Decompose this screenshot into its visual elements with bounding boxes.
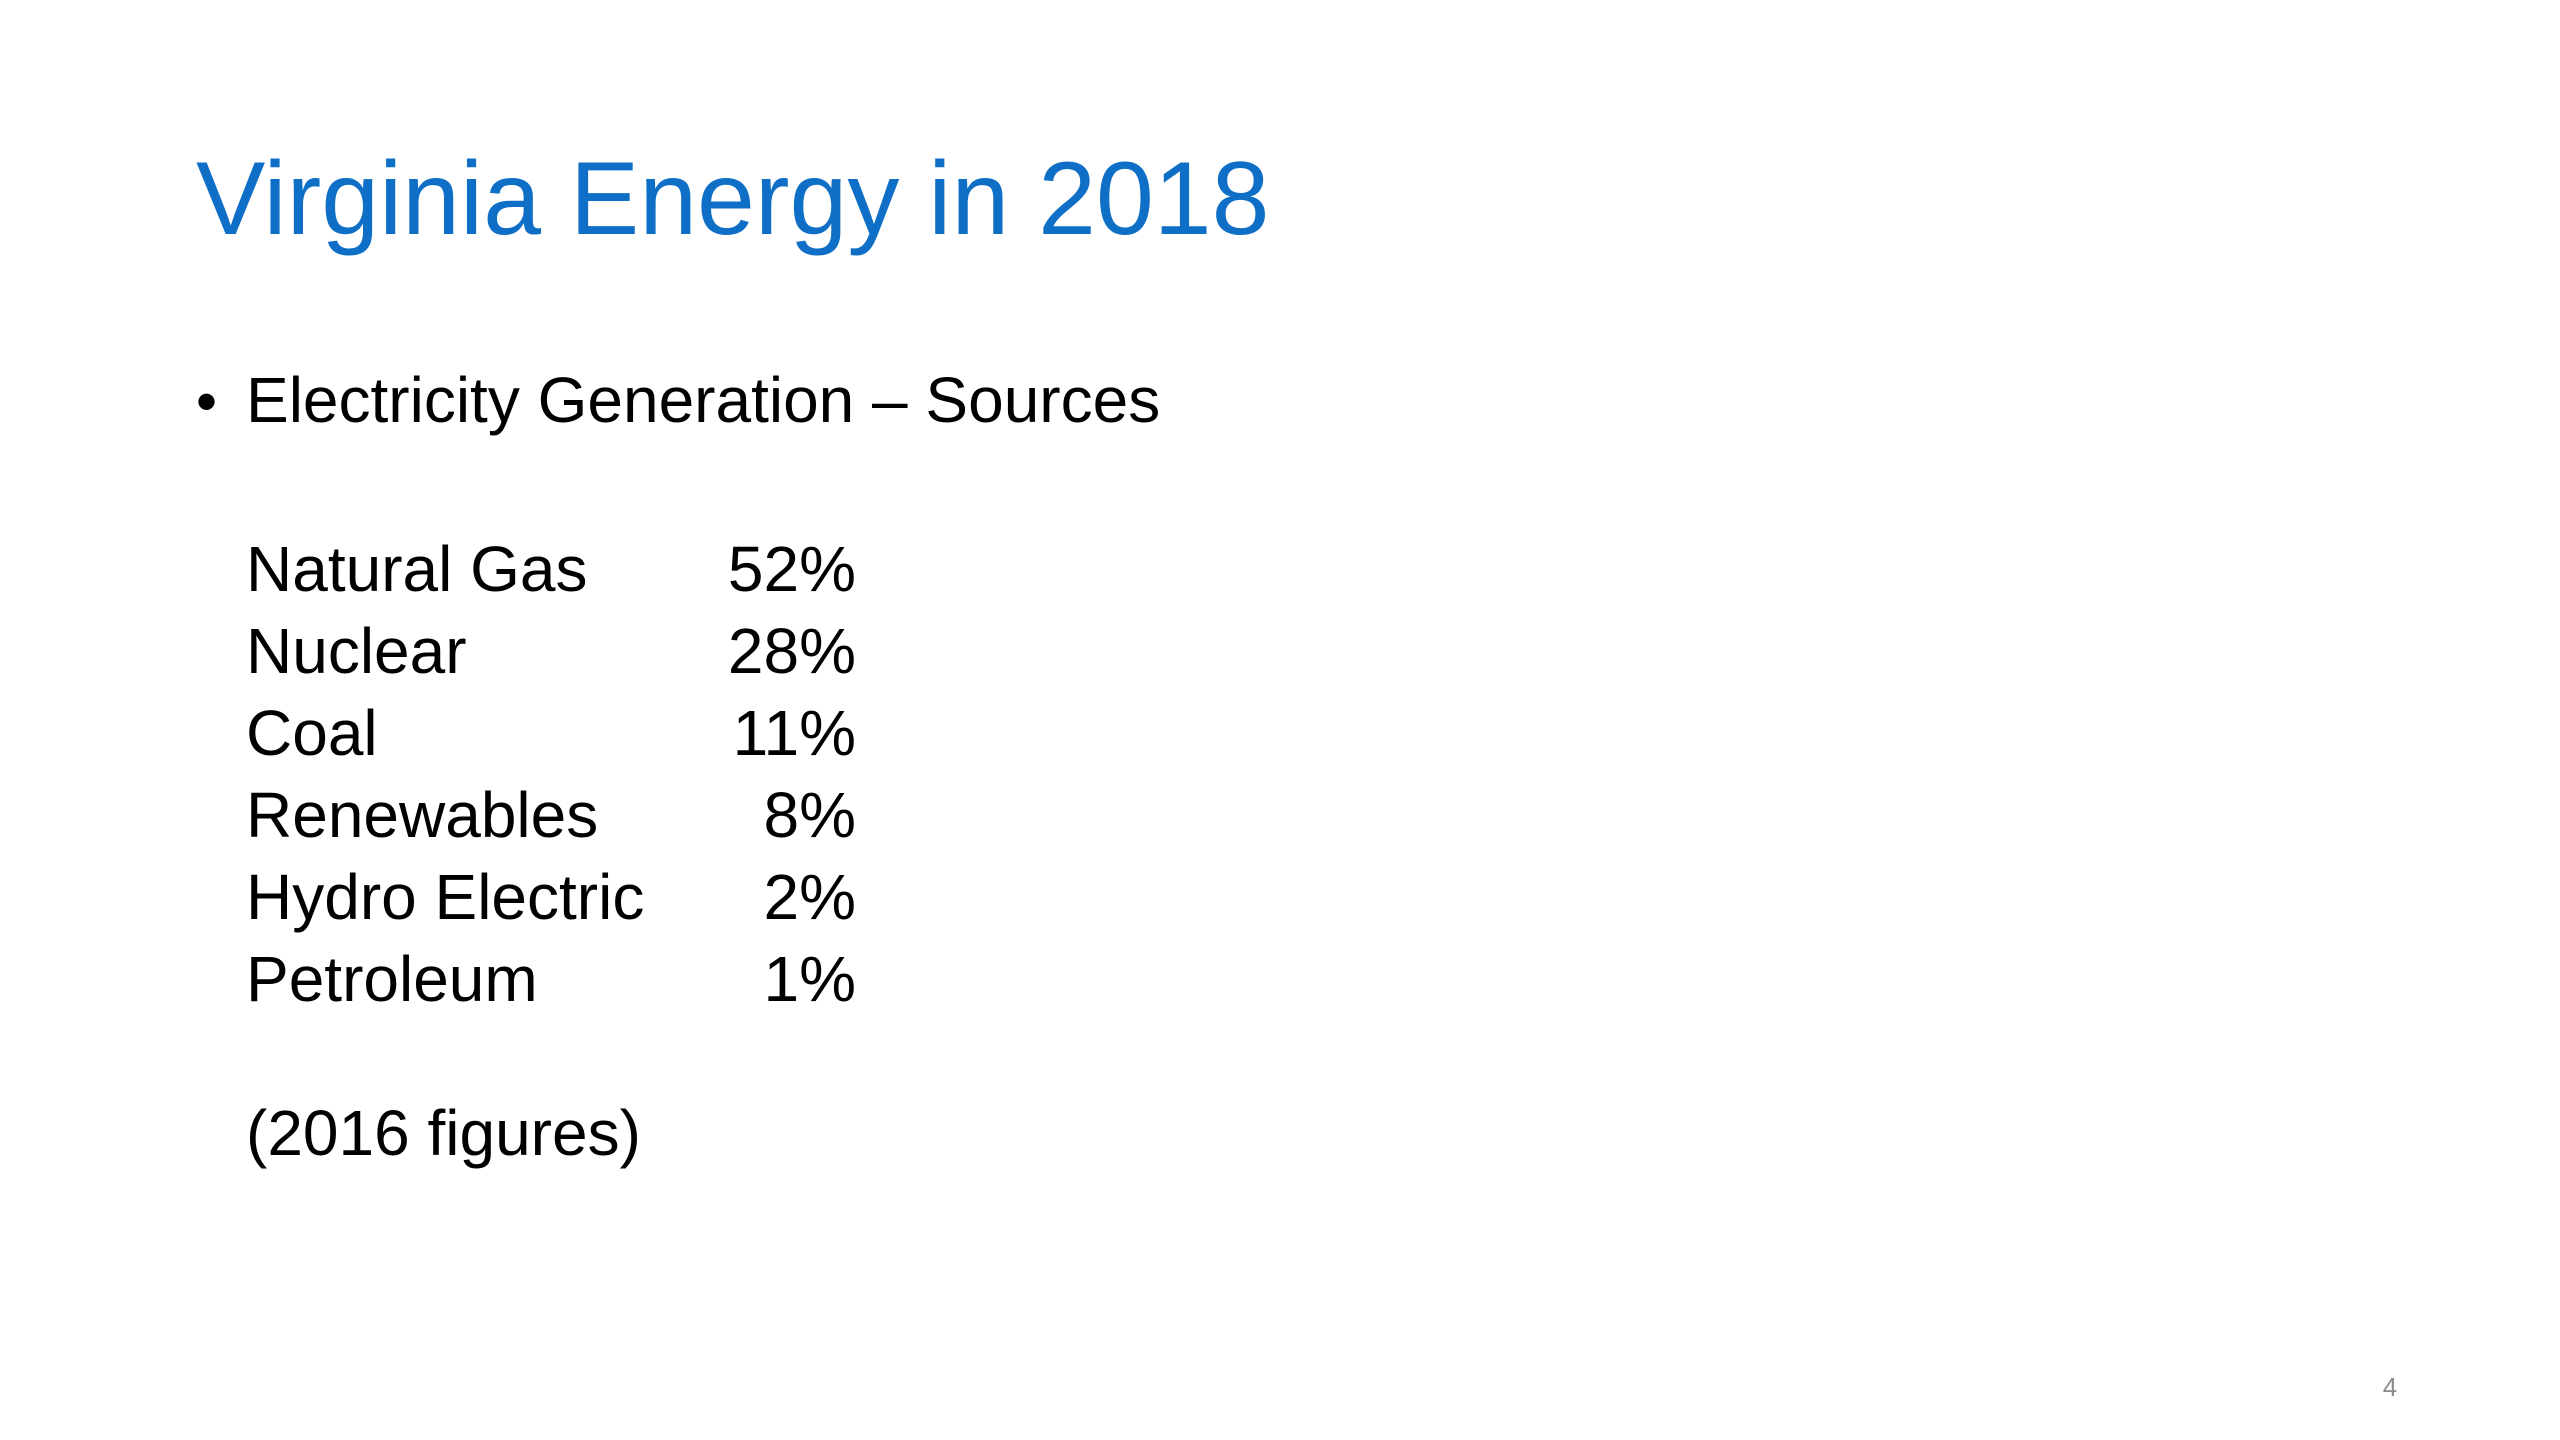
table-row: Renewables 8% (246, 774, 856, 856)
table-row: Natural Gas 52% (246, 528, 856, 610)
source-label: Petroleum (246, 943, 538, 1015)
source-value: 11% (732, 697, 856, 769)
page-number: 4 (2382, 1372, 2398, 1402)
table-row: Coal 11% (246, 692, 856, 774)
source-label: Nuclear (246, 615, 467, 687)
table-row: Petroleum 1% (246, 938, 856, 1020)
figures-note: (2016 figures) (246, 1097, 641, 1169)
table-row: Hydro Electric 2% (246, 856, 856, 938)
bullet-text: Electricity Generation – Sources (246, 364, 1161, 436)
source-value: 1% (763, 943, 857, 1015)
source-label: Hydro Electric (246, 861, 645, 933)
source-value: 52% (727, 533, 856, 605)
source-value: 2% (763, 861, 857, 933)
source-label: Natural Gas (246, 533, 588, 605)
source-value: 28% (727, 615, 856, 687)
slide-title: Virginia Energy in 2018 (196, 141, 1270, 257)
bullet-item: • Electricity Generation – Sources (196, 362, 1160, 439)
source-value: 8% (763, 779, 857, 851)
sources-table: Natural Gas 52% Nuclear 28% Coal 11% Ren… (246, 528, 856, 1020)
source-label: Renewables (246, 779, 599, 851)
table-row: Nuclear 28% (246, 610, 856, 692)
source-label: Coal (246, 697, 378, 769)
bullet-marker: • (196, 368, 218, 435)
